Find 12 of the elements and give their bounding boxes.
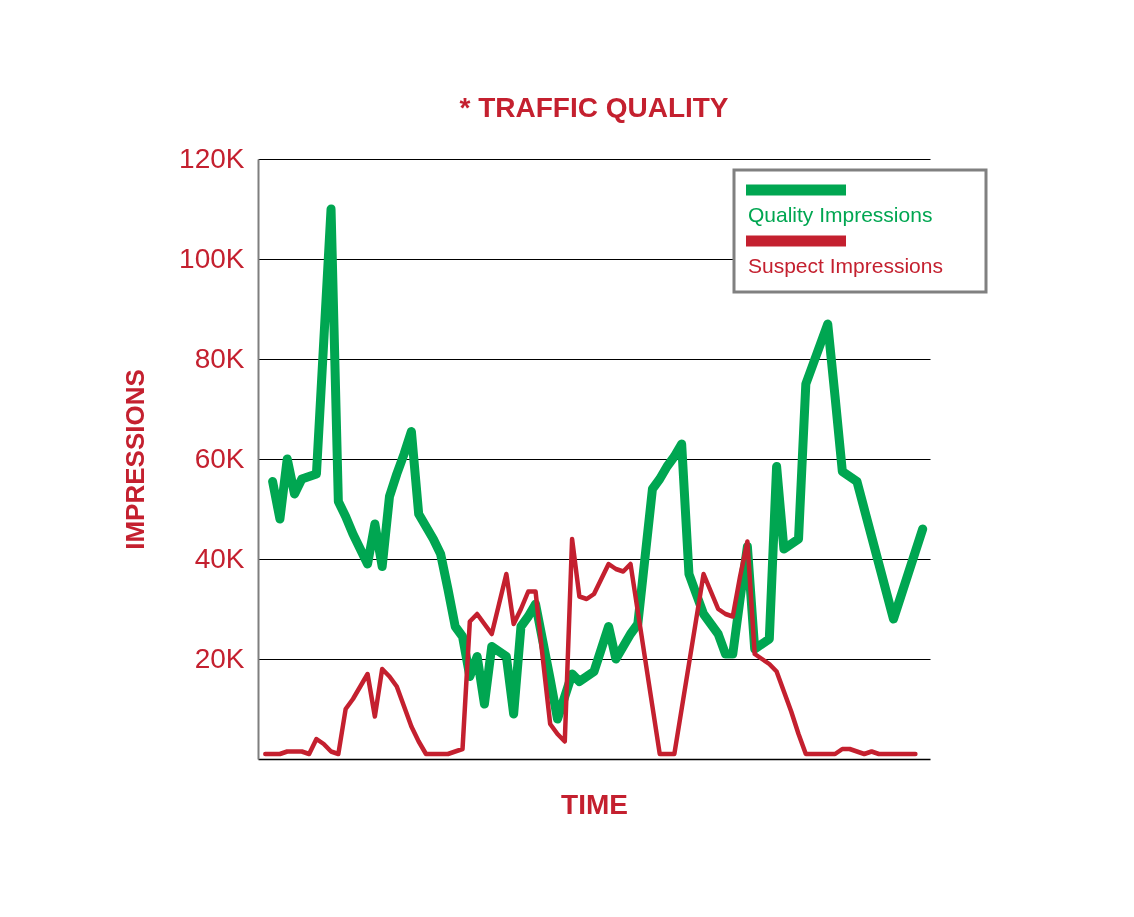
- chart-title: * TRAFFIC QUALITY: [459, 92, 729, 123]
- y-tick-label: 40K: [194, 542, 245, 574]
- line-series: [263, 536, 918, 757]
- y-tick-label: 60K: [194, 442, 245, 474]
- y-tick-label: 80K: [194, 342, 245, 374]
- x-axis-title: TIME: [561, 788, 628, 820]
- y-tick-label: 120K: [179, 142, 245, 174]
- y-tick-label: 20K: [194, 642, 245, 674]
- legend-label: Suspect Impressions: [748, 254, 943, 277]
- y-axis-title: IMPRESSIONS: [120, 369, 151, 550]
- y-tick-label: 100K: [179, 242, 245, 274]
- legend-label: Quality Impressions: [748, 203, 933, 226]
